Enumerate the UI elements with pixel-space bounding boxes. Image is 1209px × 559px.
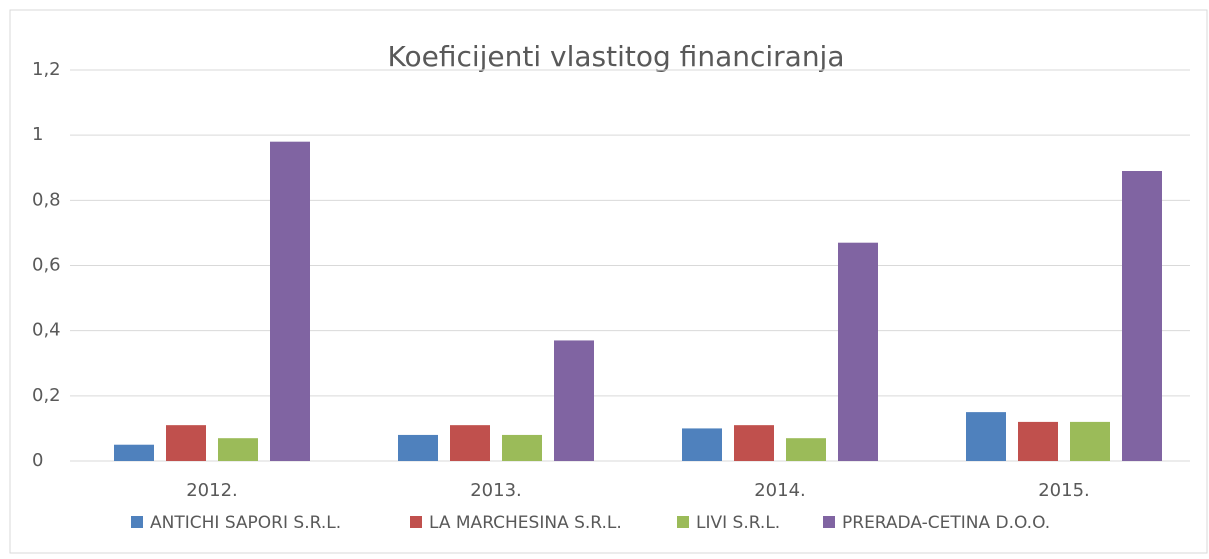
bar xyxy=(966,412,1006,461)
y-tick-label: 0 xyxy=(32,450,43,471)
bar xyxy=(1070,421,1110,461)
bar xyxy=(1122,171,1162,461)
y-tick-label: 0,6 xyxy=(32,255,61,276)
y-tick-label: 1 xyxy=(32,124,43,145)
x-tick-label: 2014. xyxy=(754,480,806,501)
bar xyxy=(270,141,310,461)
legend-label: LIVI S.R.L. xyxy=(696,513,780,533)
y-tick-label: 0,8 xyxy=(32,189,61,210)
legend-swatch xyxy=(677,516,689,528)
chart-title: Koeficijenti vlastitog financiranja xyxy=(388,40,845,73)
bar xyxy=(166,425,206,461)
y-tick-label: 0,2 xyxy=(32,385,61,406)
x-tick-label: 2013. xyxy=(470,480,522,501)
chart-border xyxy=(9,9,1208,554)
legend-swatch xyxy=(410,516,422,528)
legend-label: ANTICHI SAPORI S.R.L. xyxy=(150,513,341,533)
legend-swatch xyxy=(823,516,835,528)
bar xyxy=(398,434,438,461)
bar xyxy=(734,425,774,461)
y-tick-label: 0,4 xyxy=(32,320,61,341)
legend-swatch xyxy=(131,516,143,528)
x-tick-label: 2012. xyxy=(186,480,238,501)
bar xyxy=(114,444,154,461)
legend-label: PRERADA-CETINA D.O.O. xyxy=(842,513,1050,533)
bar xyxy=(450,425,490,461)
bar xyxy=(554,340,594,461)
bar xyxy=(838,242,878,461)
x-tick-label: 2015. xyxy=(1038,480,1090,501)
bar xyxy=(786,438,826,461)
bar xyxy=(1018,421,1058,461)
legend-label: LA MARCHESINA S.R.L. xyxy=(429,513,622,533)
bar xyxy=(682,428,722,461)
bar xyxy=(218,438,258,461)
bar xyxy=(502,434,542,461)
y-tick-label: 1,2 xyxy=(32,59,61,80)
